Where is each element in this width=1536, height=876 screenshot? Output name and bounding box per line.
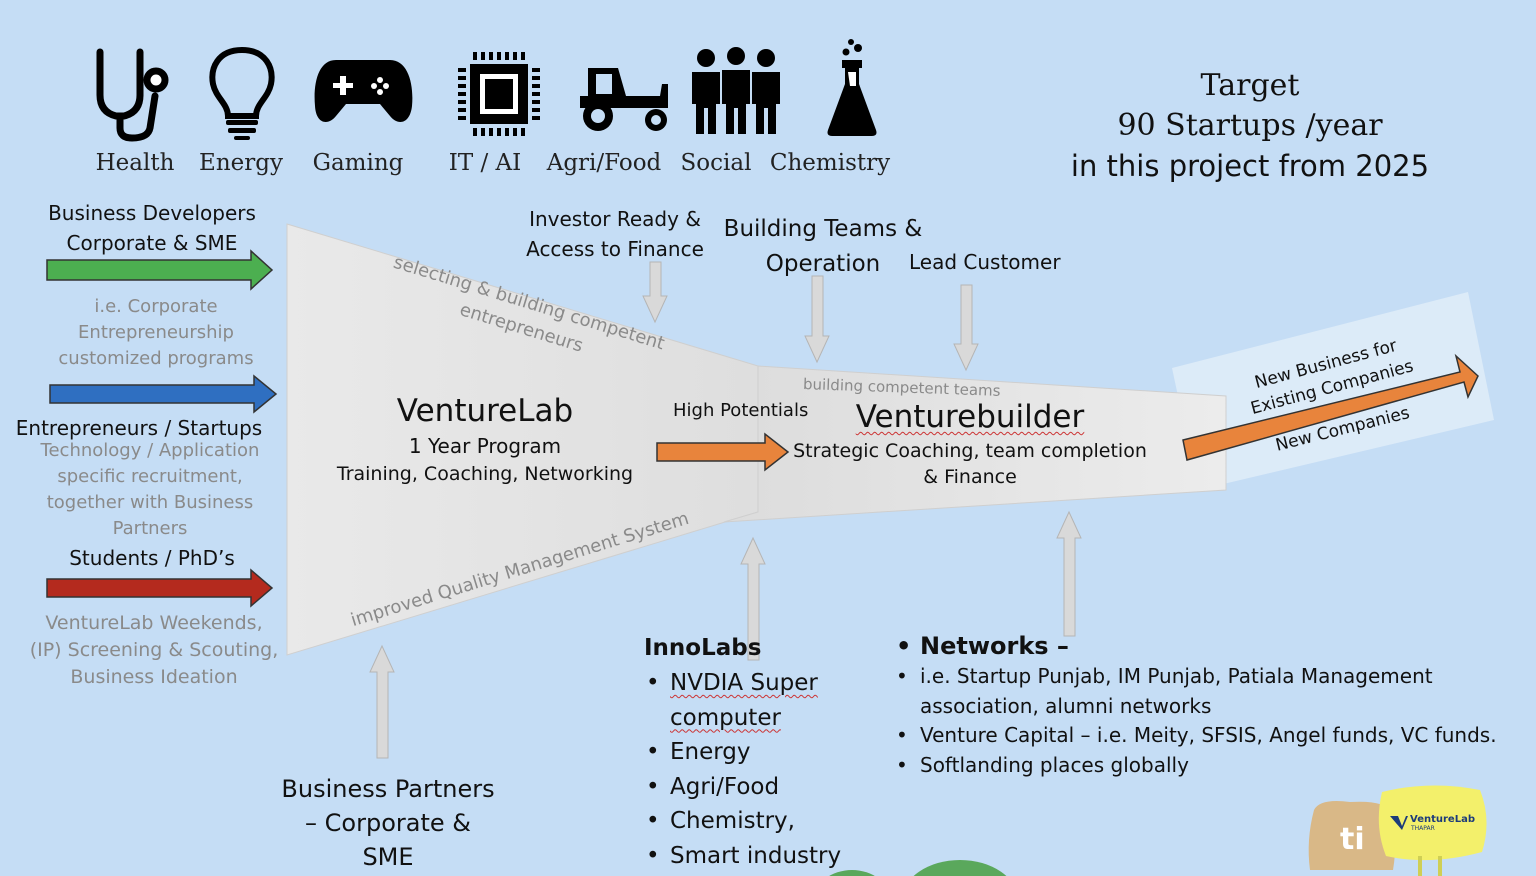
business-developers-title: Business Developers Corporate & SME [30,198,274,258]
investor-ready-line2: Access to Finance [526,237,704,261]
venturelab-program: 1 Year Program [408,434,562,458]
building-teams-line1: Building Teams & [723,216,923,242]
high-potentials-label: High Potentials [673,400,809,421]
innolabs-section: InnoLabs NVDIA Super computer Energy Agr… [644,632,864,873]
sector-label-health: Health [95,150,175,176]
logo-post [1418,856,1422,876]
sector-label-gaming: Gaming [312,150,404,176]
networks-item: Softlanding places globally [896,751,1504,781]
students-title: Students / PhD’s [69,546,235,570]
hill-shape [913,860,1007,876]
green-arrow [46,249,274,291]
chip-icon [458,52,540,136]
entrepreneurs-desc: Technology / Application specific recrui… [30,438,270,542]
lead-customer-arrow [953,284,979,372]
lightbulb-icon [209,46,275,140]
sector-label-chemistry: Chemistry [769,150,891,176]
target-rate: 90 Startups /year [1117,108,1383,143]
building-teams-label: Building Teams & Operation [716,212,930,282]
target-period: in this project from 2025 [1070,149,1430,183]
teams-arrow [804,275,830,364]
business-developers-desc-3: customized programs [58,348,254,369]
blue-arrow [49,374,278,414]
innolabs-item: Chemistry, [646,804,864,839]
innolabs-item: NVDIA Super computer [646,666,864,735]
entrepreneurs-desc-1: Technology / Application [40,440,260,461]
students-desc-3: Business Ideation [70,666,238,688]
networks-section: Networks – i.e. Startup Punjab, IM Punja… [894,630,1504,780]
venturebuilder-box: Venturebuilder Strategic Coaching, team … [790,396,1150,490]
business-partners-line1: Business Partners [281,775,495,803]
networks-item: i.e. Startup Punjab, IM Punjab, Patiala … [896,662,1504,721]
target-box: Target 90 Startups /year in this project… [1050,66,1450,186]
high-potentials-arrow [656,432,790,472]
sector-label-energy: Energy [199,150,283,176]
building-teams-line2: Operation [765,251,881,277]
ti-logo [1308,801,1396,870]
people-icon [692,47,780,134]
sector-label-agri-food: Agri/Food [546,150,662,176]
target-title: Target [1200,68,1300,103]
logo-post [1438,856,1442,876]
investor-arrow [642,261,668,324]
sector-label-it-ai: IT / AI [448,150,522,176]
business-developers-desc-2: Entrepreneurship [78,322,234,343]
innolabs-arrow [740,536,766,661]
venturebuilder-line1: Strategic Coaching, team completion [793,440,1147,462]
students-desc-1: VentureLab Weekends, [45,612,263,634]
business-partners: Business Partners – Corporate & SME [276,772,500,874]
venturelab-title: VentureLab [396,393,574,429]
networks-title: Networks – [920,632,1069,660]
tractor-icon [580,68,668,131]
red-arrow [46,568,274,608]
entrepreneurs-desc-2: specific recruitment, [57,466,243,487]
networks-item: Venture Capital – i.e. Meity, SFSIS, Ang… [896,721,1504,751]
business-partners-line2: – Corporate & [305,809,471,837]
entrepreneurs-desc-3: together with Business [46,492,254,513]
networks-title-item: Networks – [896,630,1504,662]
innolabs-item: Energy [646,735,864,770]
innolabs-item-text: NVDIA Super computer [670,670,818,731]
business-developers-title-1: Business Developers [48,201,256,225]
partners-arrow [369,644,395,759]
venturebuilder-funnel [723,365,1227,523]
venturelab-logo-text: VentureLab [1410,814,1475,825]
stethoscope-icon [96,48,169,142]
venturelab-v-icon [1390,816,1408,830]
business-developers-desc: i.e. Corporate Entrepreneurship customiz… [40,294,272,372]
venturebuilder-title: Venturebuilder [790,396,1150,438]
networks-list: Networks – i.e. Startup Punjab, IM Punja… [894,630,1504,780]
venturebuilder-title-text: Venturebuilder [855,399,1085,435]
students-desc: VentureLab Weekends, (IP) Screening & Sc… [20,610,288,691]
investor-ready-label: Investor Ready & Access to Finance [520,204,710,264]
innolabs-item: Agri/Food [646,770,864,805]
venturebuilder-line2: & Finance [923,466,1017,488]
entrepreneurs-desc-4: Partners [112,518,188,539]
venturelab-logo [1378,785,1487,861]
innolabs-item: Smart industry [646,839,864,874]
entrepreneurs-title: Entrepreneurs / Startups [15,416,263,440]
venturelab-box: VentureLab 1 Year Program Training, Coac… [330,390,640,488]
innolabs-list: NVDIA Super computer Energy Agri/Food Ch… [644,666,864,873]
gamepad-icon [314,60,413,122]
flask-icon [827,39,877,136]
venturelab-activities: Training, Coaching, Networking [336,463,634,485]
innolabs-title: InnoLabs [644,635,762,661]
business-partners-line3: SME [362,843,414,871]
networks-arrow [1056,510,1082,637]
sector-label-social: Social [680,150,752,176]
business-developers-title-2: Corporate & SME [66,231,238,255]
lead-customer-label: Lead Customer [909,250,1061,274]
students-desc-2: (IP) Screening & Scouting, [29,639,279,661]
output-arrow [1182,353,1479,461]
investor-ready-line1: Investor Ready & [529,207,701,231]
venturelab-logo-subtext: THAPAR [1411,825,1435,832]
business-developers-desc-1: i.e. Corporate [94,296,218,317]
ti-logo-text: ti [1340,822,1365,857]
